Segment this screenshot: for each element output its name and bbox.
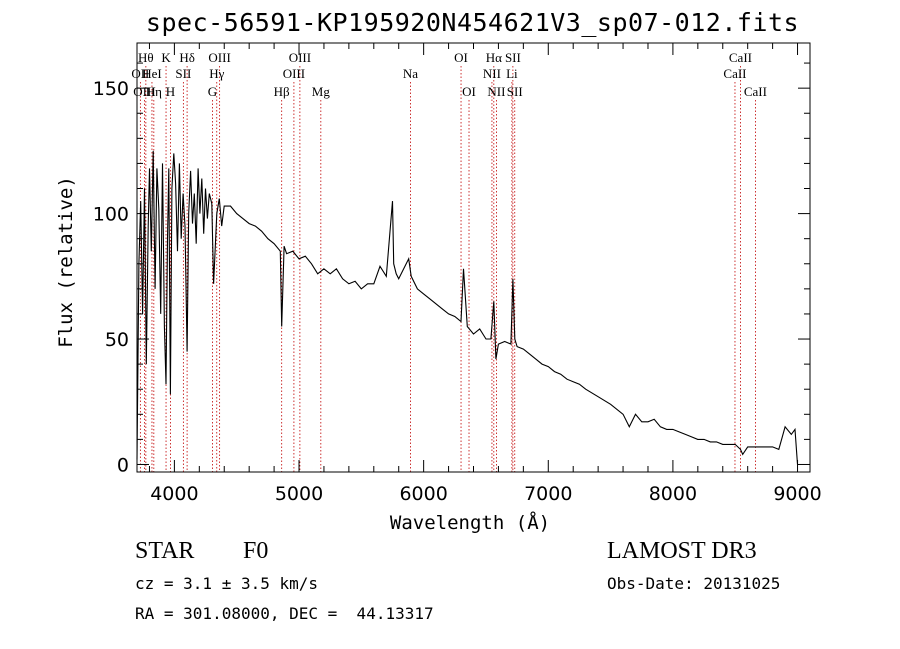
x-tick-label: 6000 (399, 483, 447, 505)
spectral-line-label: Hβ (274, 84, 290, 99)
coordinates: RA = 301.08000, DEC = 44.13317 (135, 604, 434, 623)
spectral-line-label: H (166, 84, 175, 99)
spectral-line-label: Hα (486, 50, 502, 65)
spectral-line-label: OI (462, 84, 476, 99)
spectral-line-label: OIII (283, 66, 305, 81)
spectral-line-label: CaII (723, 66, 746, 81)
x-tick-label: 9000 (773, 483, 821, 505)
spectral-line-label: Hθ (138, 50, 154, 65)
object-class: STAR (135, 538, 195, 564)
y-tick-label: 50 (105, 329, 129, 351)
x-tick-label: 7000 (524, 483, 572, 505)
spectral-line-label: Mg (312, 84, 331, 99)
x-tick-label: 4000 (150, 483, 198, 505)
y-axis-label: Flux (relative) (55, 176, 77, 348)
spectral-line-label: Hη (146, 84, 162, 99)
axis-ticks-layer: 4000 5000 6000 7000 8000 9000 0 50 100 150 (93, 43, 822, 505)
spectral-line-label: OIII (289, 50, 311, 65)
spectral-line-label: K (161, 50, 171, 65)
spectral-lines-layer (139, 66, 756, 472)
spectral-line-label: SII (505, 50, 521, 65)
x-tick-label: 5000 (275, 483, 323, 505)
spectral-line-label: SII (507, 84, 523, 99)
spectral-line-label: Hδ (179, 50, 195, 65)
spectral-line-label: CaII (744, 84, 767, 99)
y-tick-label: 0 (117, 454, 129, 476)
redshift-value: cz = 3.1 ± 3.5 km/s (135, 574, 319, 593)
x-tick-label: 8000 (649, 483, 697, 505)
spectral-line-label: Li (506, 66, 518, 81)
spectral-line-label: Na (403, 66, 418, 81)
y-tick-label: 100 (93, 204, 129, 226)
spectral-line-label: OIII (208, 50, 230, 65)
object-subclass: F0 (243, 538, 269, 564)
spectral-line-label: SII (175, 66, 191, 81)
spectral-line-label: HeI (142, 66, 162, 81)
spectral-line-label: G (208, 84, 217, 99)
chart-title: spec-56591-KP195920N454621V3_sp07-012.fi… (145, 8, 800, 37)
survey-name: LAMOST DR3 (607, 538, 757, 564)
spectral-line-label: NII (483, 66, 501, 81)
observation-date: Obs-Date: 20131025 (607, 574, 781, 593)
spectral-line-label: CaII (729, 50, 752, 65)
spectral-line-label: NII (487, 84, 505, 99)
spectral-line-label: Hγ (209, 66, 224, 81)
spectral-line-label: OI (454, 50, 468, 65)
x-axis-label: Wavelength (Å) (390, 511, 550, 534)
spectrum-series-line (136, 150, 799, 465)
plot-frame (136, 42, 811, 473)
y-tick-label: 150 (93, 78, 129, 100)
spectral-line-label: OII (131, 66, 149, 81)
